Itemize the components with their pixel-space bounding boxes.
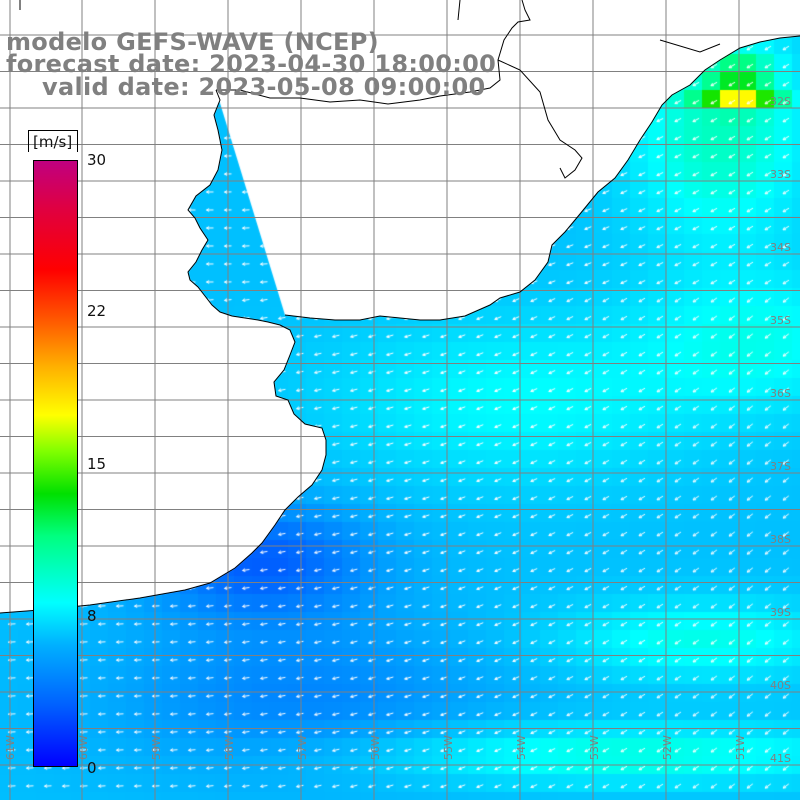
latitude-label: 40S	[770, 679, 791, 692]
latitude-labels: 32S 33S 34S 35S 36S 37S 38S 39S 40S 41S	[770, 95, 791, 765]
colorbar-tick-15: 15	[87, 455, 107, 473]
longitude-label: 53W	[588, 735, 601, 760]
colorbar-unit-frame	[28, 130, 78, 152]
country-border-north	[497, 39, 721, 179]
country-border	[19, 0, 531, 105]
longitude-label: 54W	[515, 735, 528, 760]
latitude-label: 36S	[770, 387, 791, 400]
longitude-label: 58W	[223, 735, 236, 760]
longitude-labels: 61W 60W 59W 58W 57W 56W 55W 54W 53W 52W 51W	[4, 735, 747, 760]
colorbar	[33, 160, 78, 767]
latitude-label: 32S	[770, 95, 791, 108]
latitude-label: 37S	[770, 460, 791, 473]
longitude-label: 52W	[661, 735, 674, 760]
latitude-label: 33S	[770, 168, 791, 181]
longitude-label: 59W	[150, 735, 163, 760]
colorbar-tick-8: 8	[87, 607, 97, 625]
longitude-label: 51W	[734, 735, 747, 760]
forecast-date: forecast date: 2023-04-30 18:00:00	[6, 50, 497, 78]
latitude-label: 39S	[770, 606, 791, 619]
longitude-label: 55W	[442, 735, 455, 760]
colorbar-tick-0: 0	[87, 759, 97, 777]
colorbar-tick-30: 30	[87, 151, 107, 169]
latitude-label: 38S	[770, 533, 791, 546]
longitude-label: 57W	[296, 735, 309, 760]
longitude-label: 61W	[4, 735, 17, 760]
latitude-label: 34S	[770, 241, 791, 254]
colorbar-unit: [m/s]	[33, 133, 73, 151]
latitude-label: 35S	[770, 314, 791, 327]
longitude-label: 56W	[369, 735, 382, 760]
colorbar-tick-22: 22	[87, 302, 107, 320]
valid-date: valid date: 2023-05-08 09:00:00	[42, 73, 486, 101]
model-title: modelo GEFS-WAVE (NCEP)	[6, 28, 379, 56]
latitude-label: 41S	[770, 752, 791, 765]
longitude-label: 60W	[77, 735, 90, 760]
coastline	[0, 35, 800, 614]
